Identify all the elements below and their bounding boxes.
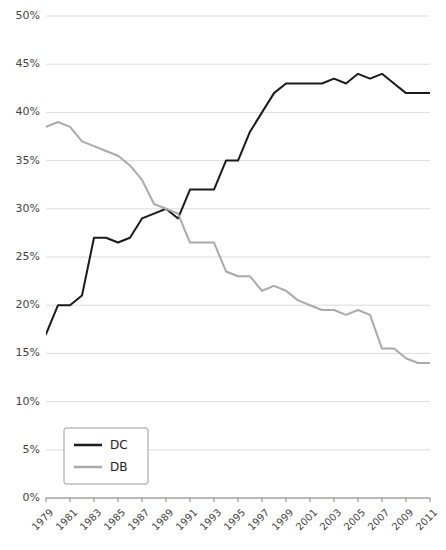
x-tick-label: 1999 [270, 507, 296, 533]
y-tick-label: 45% [16, 57, 40, 70]
legend-label: DB [110, 460, 127, 474]
x-tick-label: 1985 [102, 507, 128, 533]
grid-line [46, 257, 430, 258]
x-tick [190, 498, 191, 502]
y-tick-label: 20% [16, 298, 40, 311]
x-tick [166, 498, 167, 502]
x-tick [94, 498, 95, 502]
x-tick [286, 498, 287, 502]
x-tick [46, 498, 47, 502]
legend: DC DB [64, 428, 148, 484]
x-tick-label: 2003 [318, 507, 344, 533]
y-tick-label: 30% [16, 202, 40, 215]
y-tick-label: 25% [16, 250, 40, 263]
series-line [46, 74, 430, 334]
x-tick [238, 498, 239, 502]
x-tick [262, 498, 263, 502]
x-tick [214, 498, 215, 502]
series-line [46, 122, 430, 363]
grid-line [46, 64, 430, 65]
legend-swatch [74, 466, 102, 469]
x-tick [142, 498, 143, 502]
x-tick [382, 498, 383, 502]
x-tick [118, 498, 119, 502]
x-tick [406, 498, 407, 502]
x-tick-label: 1981 [54, 507, 80, 533]
grid-line [46, 401, 430, 402]
chart: 0%5%10%15%20%25%30%35%40%45%50%197919811… [0, 0, 446, 550]
y-tick-label: 5% [23, 443, 40, 456]
x-tick-label: 1995 [222, 507, 248, 533]
legend-swatch [74, 444, 102, 447]
y-tick-label: 35% [16, 154, 40, 167]
grid-line [46, 353, 430, 354]
x-tick [334, 498, 335, 502]
x-tick [358, 498, 359, 502]
y-tick-label: 0% [23, 491, 40, 504]
grid-line [46, 208, 430, 209]
x-tick-label: 1987 [126, 507, 152, 533]
x-tick-label: 1983 [78, 507, 104, 533]
legend-label: DC [110, 438, 128, 452]
grid-line [46, 112, 430, 113]
y-grid [46, 16, 430, 498]
x-tick-label: 2011 [414, 507, 440, 533]
y-tick-label: 40% [16, 105, 40, 118]
grid-line [46, 16, 430, 17]
x-tick [70, 498, 71, 502]
x-tick-label: 1989 [150, 507, 176, 533]
x-tick-label: 1993 [198, 507, 224, 533]
plot-area [46, 74, 430, 363]
x-tick-label: 1991 [174, 507, 200, 533]
x-tick [310, 498, 311, 502]
x-tick-label: 1997 [246, 507, 272, 533]
grid-line [46, 305, 430, 306]
x-tick-label: 2005 [342, 507, 368, 533]
x-tick-label: 2001 [294, 507, 320, 533]
legend-box [64, 428, 148, 484]
x-tick-label: 2009 [390, 507, 416, 533]
x-tick-label: 2007 [366, 507, 392, 533]
y-tick-label: 10% [16, 395, 40, 408]
x-tick-label: 1979 [30, 507, 56, 533]
x-tick [430, 498, 431, 502]
y-tick-label: 15% [16, 346, 40, 359]
y-tick-label: 50% [16, 9, 40, 22]
chart-container: 0%5%10%15%20%25%30%35%40%45%50%197919811… [0, 0, 446, 550]
